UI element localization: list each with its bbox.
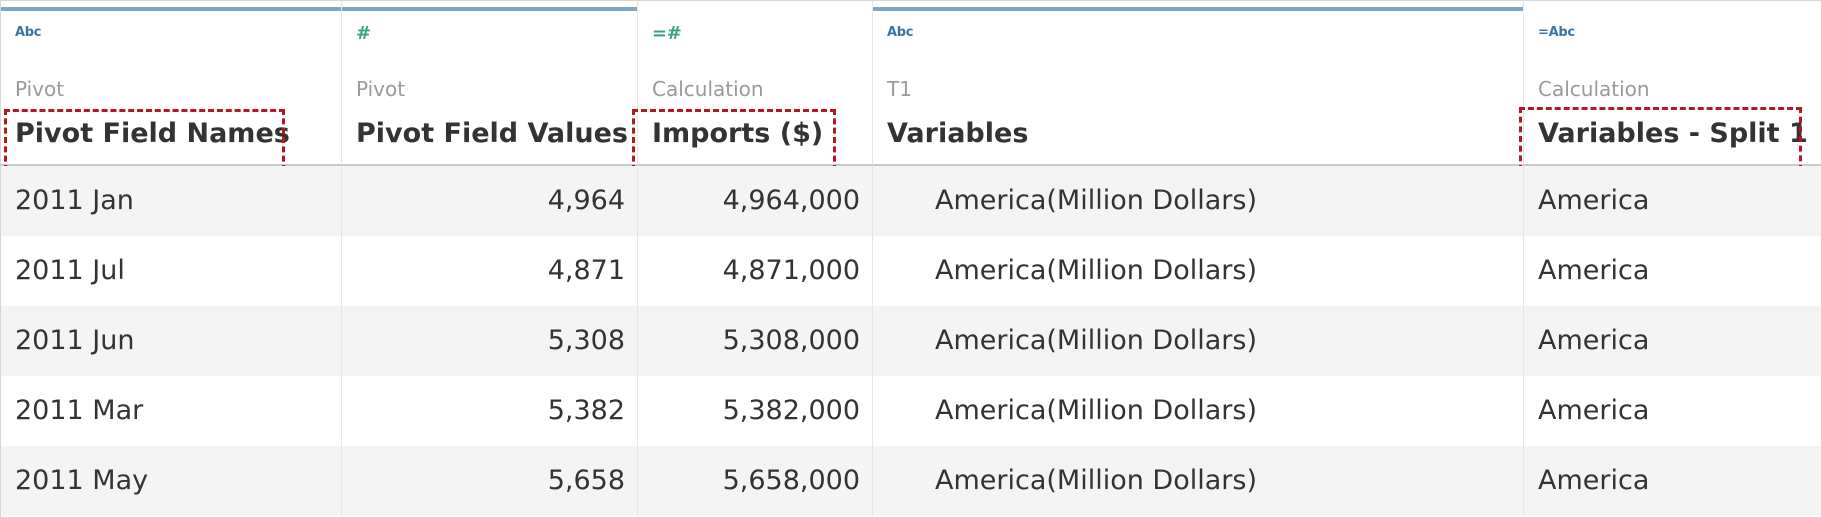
cell-variables-split-1[interactable]: America [1538, 325, 1650, 356]
table-row[interactable]: 2011 May 5,658 5,658,000 America(Million… [1, 446, 1821, 516]
cell-pivot-field-value[interactable]: 4,871 [342, 236, 638, 306]
cell-pivot-field-name[interactable]: 2011 Mar [1, 376, 342, 446]
column-name-label[interactable]: Variables - Split 1 [1538, 118, 1808, 149]
column-header-row: Abc Pivot Pivot Field Names # Pivot Pivo… [1, 1, 1821, 166]
column-accent-bar [1, 7, 341, 11]
cell-variables[interactable]: America(Million Dollars) [873, 376, 1524, 446]
column-name-label[interactable]: Pivot Field Values [356, 118, 628, 149]
cell-pivot-field-name[interactable]: 2011 Jul [1, 236, 342, 306]
column-source-label: Pivot [15, 77, 65, 101]
table-row[interactable]: 2011 Jan 4,964 4,964,000 America(Million… [1, 166, 1821, 236]
table-row[interactable]: 2011 Jul 4,871 4,871,000 America(Million… [1, 236, 1821, 306]
cell-pivot-field-name[interactable]: 2011 May [1, 446, 342, 516]
column-name-label[interactable]: Pivot Field Names [15, 118, 290, 149]
cell-imports[interactable]: 4,871,000 [638, 236, 873, 306]
column-accent-bar [873, 7, 1523, 11]
cell-variables-split-1[interactable]: America [1538, 465, 1650, 496]
column-source-label: T1 [887, 77, 912, 101]
table-body: 2011 Jan 4,964 4,964,000 America(Million… [1, 166, 1821, 516]
column-header-pivot-field-names[interactable]: Abc Pivot Pivot Field Names [1, 1, 342, 165]
column-header-variables[interactable]: Abc T1 Variables [873, 1, 1524, 165]
cell-pivot-field-value[interactable]: 5,382 [342, 376, 638, 446]
number-type-icon[interactable]: # [356, 23, 371, 44]
cell-variables-split-1[interactable]: America [1538, 255, 1650, 286]
column-source-label: Calculation [652, 77, 764, 101]
cell-variables[interactable]: America(Million Dollars) [873, 306, 1524, 376]
calculated-string-type-icon[interactable]: =Abc [1538, 25, 1575, 40]
cell-pivot-field-name[interactable]: 2011 Jan [1, 166, 342, 236]
cell-variables-split-1[interactable]: America [1538, 185, 1650, 216]
cell-variables[interactable]: America(Million Dollars) [873, 166, 1524, 236]
cell-variables[interactable]: America(Million Dollars) [873, 446, 1524, 516]
string-type-icon[interactable]: Abc [15, 25, 42, 40]
table-row[interactable]: 2011 Jun 5,308 5,308,000 America(Million… [1, 306, 1821, 376]
cell-pivot-field-value[interactable]: 5,308 [342, 306, 638, 376]
cell-variables[interactable]: America(Million Dollars) [873, 236, 1524, 306]
cell-pivot-field-name[interactable]: 2011 Jun [1, 306, 342, 376]
column-accent-bar [342, 7, 637, 11]
column-source-label: Pivot [356, 77, 406, 101]
cell-pivot-field-value[interactable]: 5,658 [342, 446, 638, 516]
column-header-imports[interactable]: =# Calculation Imports ($) [638, 1, 873, 165]
column-source-label: Calculation [1538, 77, 1650, 101]
cell-imports[interactable]: 5,308,000 [638, 306, 873, 376]
column-name-label[interactable]: Imports ($) [652, 118, 824, 149]
table-row[interactable]: 2011 Mar 5,382 5,382,000 America(Million… [1, 376, 1821, 446]
column-header-variables-split-1[interactable]: =Abc Calculation Variables - Split 1 [1524, 1, 1821, 165]
string-type-icon[interactable]: Abc [887, 25, 914, 40]
cell-pivot-field-value[interactable]: 4,964 [342, 166, 638, 236]
column-header-pivot-field-values[interactable]: # Pivot Pivot Field Values [342, 1, 638, 165]
cell-variables-split-1[interactable]: America [1538, 395, 1650, 426]
cell-imports[interactable]: 4,964,000 [638, 166, 873, 236]
cell-imports[interactable]: 5,658,000 [638, 446, 873, 516]
column-name-label[interactable]: Variables [887, 118, 1029, 149]
calculated-number-type-icon[interactable]: =# [652, 23, 682, 44]
cell-imports[interactable]: 5,382,000 [638, 376, 873, 446]
